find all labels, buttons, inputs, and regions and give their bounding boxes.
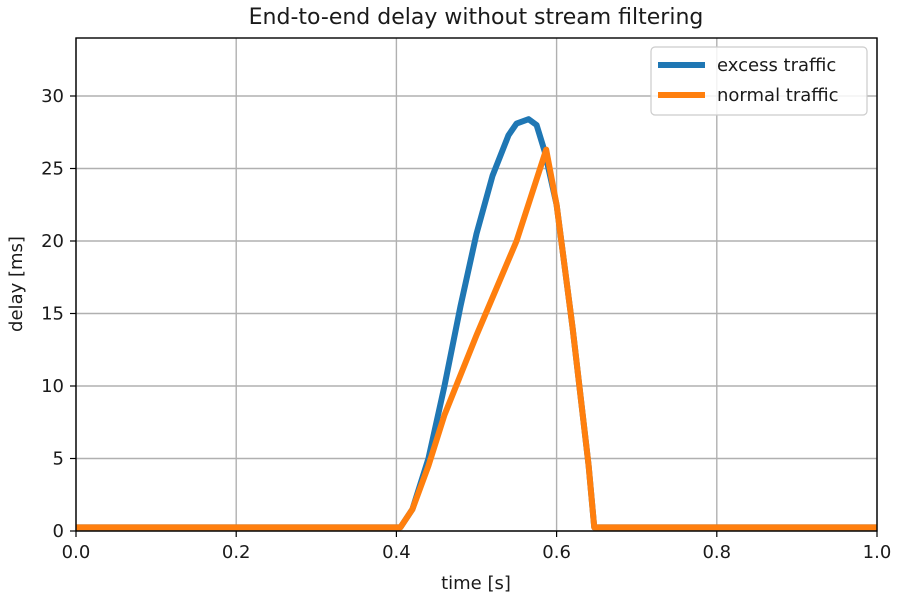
x-tick-label: 0.4 bbox=[382, 542, 411, 563]
y-tick-label: 20 bbox=[41, 231, 64, 252]
x-tick-label: 1.0 bbox=[863, 542, 892, 563]
x-tick-label: 0.8 bbox=[702, 542, 731, 563]
axis-ticks: 0.0 0.2 0.4 0.6 0.8 1.0 0 5 10 15 20 25 30 bbox=[41, 86, 891, 563]
series-line-excess-traffic bbox=[76, 116, 877, 531]
legend: excess traffic normal traffic bbox=[650, 46, 868, 116]
y-tick-label: 30 bbox=[41, 86, 64, 107]
y-tick-label: 25 bbox=[41, 159, 64, 180]
y-tick-label: 15 bbox=[41, 304, 64, 325]
y-tick-label: 0 bbox=[53, 521, 64, 542]
x-tick-label: 0.2 bbox=[222, 542, 251, 563]
series-line-normal-traffic bbox=[76, 146, 877, 531]
y-tick-label: 5 bbox=[53, 449, 64, 470]
y-axis-label: delay [ms] bbox=[6, 236, 27, 332]
x-axis-label: time [s] bbox=[441, 573, 511, 594]
y-tick-label: 10 bbox=[41, 376, 64, 397]
series-layer bbox=[76, 116, 877, 531]
legend-label: excess traffic bbox=[717, 55, 836, 76]
x-tick-label: 0.0 bbox=[62, 542, 91, 563]
x-tick-label: 0.6 bbox=[542, 542, 571, 563]
legend-label: normal traffic bbox=[717, 85, 839, 106]
plot-frame bbox=[75, 37, 878, 532]
chart-title: End-to-end delay without stream filterin… bbox=[249, 5, 704, 30]
